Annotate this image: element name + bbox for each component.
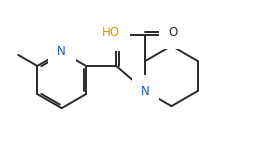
Text: N: N xyxy=(141,85,150,98)
Text: N: N xyxy=(57,45,66,58)
Text: O: O xyxy=(112,28,121,41)
Text: O: O xyxy=(169,26,178,39)
Text: HO: HO xyxy=(102,26,120,39)
